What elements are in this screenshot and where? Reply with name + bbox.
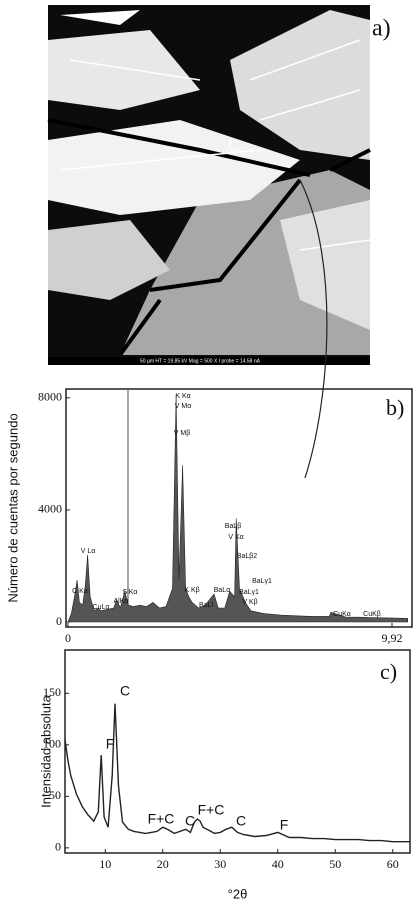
sem-crack (47, 118, 371, 357)
peak-label: F (280, 817, 289, 833)
peak-label: F+C (198, 802, 225, 818)
sem-crystal (48, 120, 300, 215)
x-axis-label: °2θ (228, 886, 248, 901)
x-tick-label: 9,92 (381, 631, 402, 645)
x-tick-label: 40 (272, 857, 284, 871)
spectrum-area (67, 394, 408, 623)
peak-label: CuLα (93, 604, 110, 611)
peak-label: BaLβ2 (237, 553, 257, 560)
y-tick-label: 0 (56, 614, 62, 628)
image-annotation: C (228, 138, 240, 155)
y-tick-label: 4000 (38, 502, 62, 516)
y-tick-label: 100 (43, 737, 61, 751)
y-tick-label: 8000 (38, 390, 62, 404)
pattern-line (64, 703, 410, 843)
peak-label: AlKα (114, 598, 129, 605)
plot-frame (64, 649, 411, 854)
sem-crystal (230, 10, 370, 160)
peak-label: K Kβ (184, 587, 199, 594)
peak-label: CuKα (333, 611, 351, 618)
y-tick-label: 50 (49, 788, 61, 802)
peak-label: BaLγ1 (252, 578, 272, 585)
x-tick-label: 0 (65, 631, 71, 645)
panel-label: b) (386, 395, 404, 420)
sem-streak (59, 39, 371, 251)
peak-label: C Kα (72, 588, 88, 595)
peak-label: V Kα (228, 534, 243, 541)
peak-label: BaLl (199, 602, 213, 609)
plot-frame (65, 388, 413, 628)
sem-crystal (280, 200, 370, 330)
peak-label: BaLα (214, 587, 231, 594)
peak-label: C (120, 683, 130, 699)
peak-label: CuKβ (363, 611, 381, 618)
x-tick-label: 20 (157, 857, 169, 871)
peak-label: BaLγ1 (239, 589, 259, 596)
sem-crystal (48, 30, 200, 110)
peak-label: F (106, 736, 115, 752)
peak-label: V Kβ (242, 599, 257, 606)
peak-label: BaLβ (225, 523, 241, 530)
sem-crystal (60, 10, 140, 25)
peak-label: V Mα (175, 403, 192, 410)
x-tick-label: 50 (329, 857, 341, 871)
peak-label: V Lα (81, 548, 96, 555)
scale-bar-strip (48, 357, 370, 365)
scale-bar-text: 50 µm HT = 19.85 kV Mag = 500 X I probe … (140, 358, 261, 364)
x-tick-label: 10 (99, 857, 111, 871)
x-tick-label: 30 (214, 857, 226, 871)
panel-label: c) (380, 659, 397, 684)
y-axis-label: Intensidad absoluta (38, 694, 53, 808)
peak-label: C (185, 813, 195, 829)
peak-label: F+C (148, 811, 175, 827)
y-tick-label: 150 (43, 685, 61, 699)
y-tick-label: 0 (55, 840, 61, 854)
connector (299, 179, 328, 479)
sem-image: 50 µm HT = 19.85 kV Mag = 500 X I probe … (47, 5, 391, 365)
x-tick-label: 60 (387, 857, 399, 871)
peak-label: SiKα (123, 589, 138, 596)
peak-label: V Mβ (174, 430, 190, 437)
panel-label: a) (372, 16, 391, 42)
peak-label: C (236, 813, 246, 829)
peak-label: K Kα (175, 393, 190, 400)
y-axis-label: Número de cuentas por segundo (5, 413, 20, 602)
sem-crystal (48, 220, 170, 300)
